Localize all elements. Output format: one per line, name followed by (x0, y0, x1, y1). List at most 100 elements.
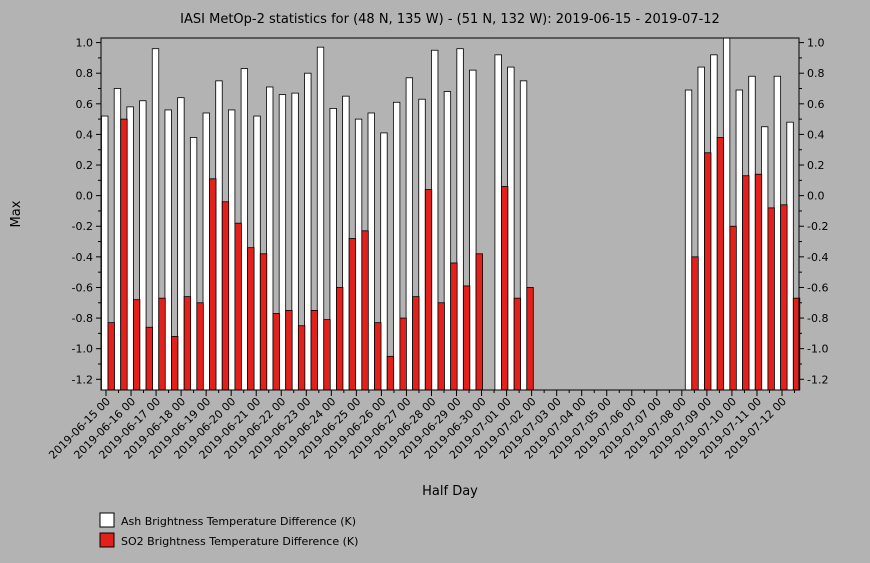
bar-ash-19 (342, 95, 350, 391)
y-tick-label-right: -0.6 (807, 281, 828, 294)
bar-ash-8 (202, 112, 210, 391)
bar-so2-14 (285, 310, 293, 391)
bar-ash-49 (722, 37, 731, 391)
bar-so2-3 (145, 326, 153, 391)
bar-ash-31 (494, 54, 502, 391)
bar-so2-7 (196, 302, 204, 391)
bar-ash-23 (392, 101, 401, 391)
y-tick-label-right: 0.4 (807, 128, 825, 141)
bar-so2-25 (424, 189, 433, 391)
bar-so2-5 (171, 336, 179, 391)
bar-so2-18 (336, 287, 344, 391)
bar-so2-26 (437, 302, 445, 391)
bar-so2-9 (221, 201, 230, 391)
bar-so2-48 (716, 137, 725, 391)
y-axis-left: -1.2 -1.0 -0.8 -0.6 -0.4 -0.2 0.0 0.2 0.4 0.6 0.8 1… (72, 37, 101, 386)
bar-ash-10 (228, 109, 236, 391)
y-tick-label-left: -1.0 (72, 343, 93, 356)
y-tick-label-right: 1.0 (807, 37, 825, 50)
y-tick-label-left: -0.8 (72, 312, 93, 325)
bar-ash-6 (177, 97, 185, 391)
bar-ash-7 (189, 137, 198, 391)
y-tick-label-left: -0.4 (72, 251, 93, 264)
bar-so2-22 (386, 355, 395, 391)
bar-ash-33 (519, 80, 528, 391)
bar-so2-23 (399, 317, 407, 391)
y-tick-label-left: -0.2 (72, 220, 93, 233)
bar-so2-29 (475, 253, 483, 391)
bar-ash-2 (126, 106, 134, 391)
y-tick-label-left: -0.6 (72, 281, 93, 294)
bar-so2-46 (691, 256, 699, 391)
bar-ash-12 (253, 115, 261, 391)
bar-so2-27 (450, 262, 458, 391)
y-tick-label-left: 0.8 (76, 67, 94, 80)
bar-ash-5 (164, 109, 172, 391)
y-tick-label-left: 0.0 (76, 190, 94, 203)
bar-ash-20 (354, 118, 363, 391)
bar-ash-3 (139, 100, 147, 391)
y-tick-label-left: 0.2 (76, 159, 94, 172)
bar-so2-8 (209, 178, 217, 391)
bar-so2-31 (501, 186, 509, 391)
bar-so2-24 (412, 296, 420, 391)
bar-ash-54 (786, 121, 794, 391)
chart-title: IASI MetOp-2 statistics for (48 N, 135 W… (180, 12, 720, 27)
plot-area (101, 37, 801, 391)
y-tick-label-right: -0.8 (807, 312, 828, 325)
x-axis-label: Half Day (422, 484, 478, 499)
bar-so2-11 (247, 247, 255, 391)
y-tick-label-right: 0.0 (807, 190, 825, 203)
bar-so2-4 (158, 297, 166, 391)
bar-ash-32 (507, 66, 515, 391)
bar-ash-15 (291, 92, 299, 391)
bar-so2-21 (374, 322, 382, 391)
y-tick-label-right: 0.8 (807, 67, 825, 80)
bar-so2-50 (742, 175, 750, 391)
bar-ash-22 (380, 132, 388, 391)
bar-so2-51 (754, 173, 763, 391)
y-axis-label: Max (9, 200, 24, 227)
y-tick-label-right: -1.2 (807, 373, 828, 386)
bar-ash-1 (113, 88, 122, 391)
bar-so2-32 (513, 297, 522, 391)
legend-label-ash: Ash Brightness Temperature Difference (K… (121, 515, 356, 528)
plot-frame (100, 37, 800, 391)
bar-so2-10 (234, 222, 242, 391)
bar-ash-25 (418, 98, 426, 391)
bar-so2-17 (323, 319, 331, 391)
bar-ash-50 (735, 89, 743, 391)
bar-so2-13 (272, 313, 280, 391)
y-tick-label-right: -0.4 (807, 251, 828, 264)
bar-so2-15 (297, 325, 306, 391)
bar-ash-9 (215, 80, 223, 391)
bar-so2-2 (132, 299, 141, 391)
bar-so2-53 (780, 204, 788, 391)
legend-label-so2: SO2 Brightness Temperature Difference (K… (121, 535, 358, 548)
bar-so2-19 (348, 238, 357, 391)
y-tick-label-left: 1.0 (76, 37, 94, 50)
bar-ash-53 (773, 75, 782, 391)
bar-ash-46 (684, 89, 693, 391)
bar-ash-26 (431, 49, 439, 391)
y-axis-right: -1.2 -1.0 -0.8 -0.6 -0.4 -0.2 0.0 0.2 0.4 0.6 0.8 1… (799, 37, 828, 386)
legend-swatch-ash (99, 512, 115, 528)
y-tick-label-left: 0.6 (76, 98, 94, 111)
legend: Ash Brightness Temperature Difference (K… (99, 512, 358, 548)
bar-so2-49 (729, 225, 737, 391)
y-tick-label-right: 0.2 (807, 159, 825, 172)
y-tick-label-right: 0.6 (807, 98, 825, 111)
bar-ash-52 (761, 126, 769, 391)
bar-ash-24 (405, 77, 413, 391)
bar-ash-27 (443, 91, 452, 391)
bar-so2-0 (107, 322, 115, 391)
bar-ash-0 (101, 115, 109, 391)
bar-ash-13 (266, 86, 274, 391)
bar-so2-1 (120, 118, 128, 391)
bar-ash-18 (329, 108, 337, 391)
bar-ash-21 (367, 112, 375, 391)
legend-swatch-so2 (99, 532, 115, 548)
bar-ash-11 (240, 68, 249, 391)
